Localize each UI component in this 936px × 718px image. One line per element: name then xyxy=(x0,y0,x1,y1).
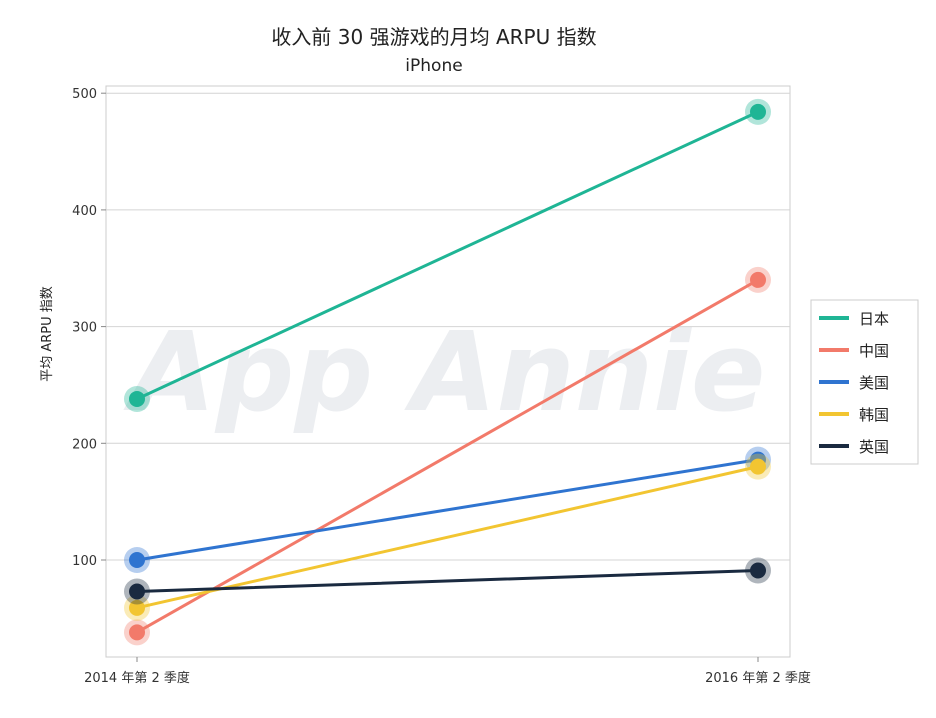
chart-subtitle: iPhone xyxy=(405,56,462,76)
y-tick-label: 500 xyxy=(72,87,97,102)
series-line xyxy=(135,110,760,401)
series-line xyxy=(135,458,760,562)
y-tick-label: 400 xyxy=(72,204,97,219)
legend-label: 韩国 xyxy=(859,406,889,424)
data-point xyxy=(129,599,145,616)
y-tick-label: 300 xyxy=(72,321,97,336)
series-line xyxy=(135,465,760,610)
legend-item: 中国 xyxy=(819,342,889,360)
data-point xyxy=(750,562,766,579)
legend-label: 美国 xyxy=(859,374,889,392)
data-point xyxy=(750,458,766,475)
chart-title: 收入前 30 强游戏的月均 ARPU 指数 xyxy=(271,25,596,49)
legend-label: 英国 xyxy=(859,438,889,456)
series-line xyxy=(135,569,760,594)
series-layer xyxy=(124,98,771,646)
data-point xyxy=(750,271,766,288)
legend-item: 英国 xyxy=(819,438,889,456)
data-point xyxy=(129,624,145,641)
series-英国 xyxy=(124,557,771,605)
y-tick-label: 100 xyxy=(72,554,97,569)
y-axis-label: 平均 ARPU 指数 xyxy=(40,286,55,382)
watermark: App Annie xyxy=(123,308,766,436)
y-tick-label: 200 xyxy=(72,437,97,452)
series-line xyxy=(135,278,760,634)
legend-label: 日本 xyxy=(859,310,889,328)
series-日本 xyxy=(124,98,771,412)
data-point xyxy=(129,552,145,568)
legend-item: 韩国 xyxy=(819,406,889,424)
series-中国 xyxy=(124,266,771,646)
data-point xyxy=(129,583,145,600)
legend-label: 中国 xyxy=(859,342,889,360)
legend-item: 美国 xyxy=(819,374,889,392)
plot-area xyxy=(105,85,791,658)
y-tick-layer: 100 200 300 400 500 xyxy=(72,87,106,569)
x-tick-layer: 2014 年第 2 季度 2016 年第 2 季度 xyxy=(84,657,811,686)
legend-item: 日本 xyxy=(819,310,889,328)
data-point xyxy=(750,103,766,120)
x-tick-label: 2014 年第 2 季度 xyxy=(84,670,190,686)
series-韩国 xyxy=(124,453,771,621)
data-point xyxy=(129,390,145,407)
grid-layer xyxy=(106,92,790,561)
x-tick-label: 2016 年第 2 季度 xyxy=(705,670,811,686)
